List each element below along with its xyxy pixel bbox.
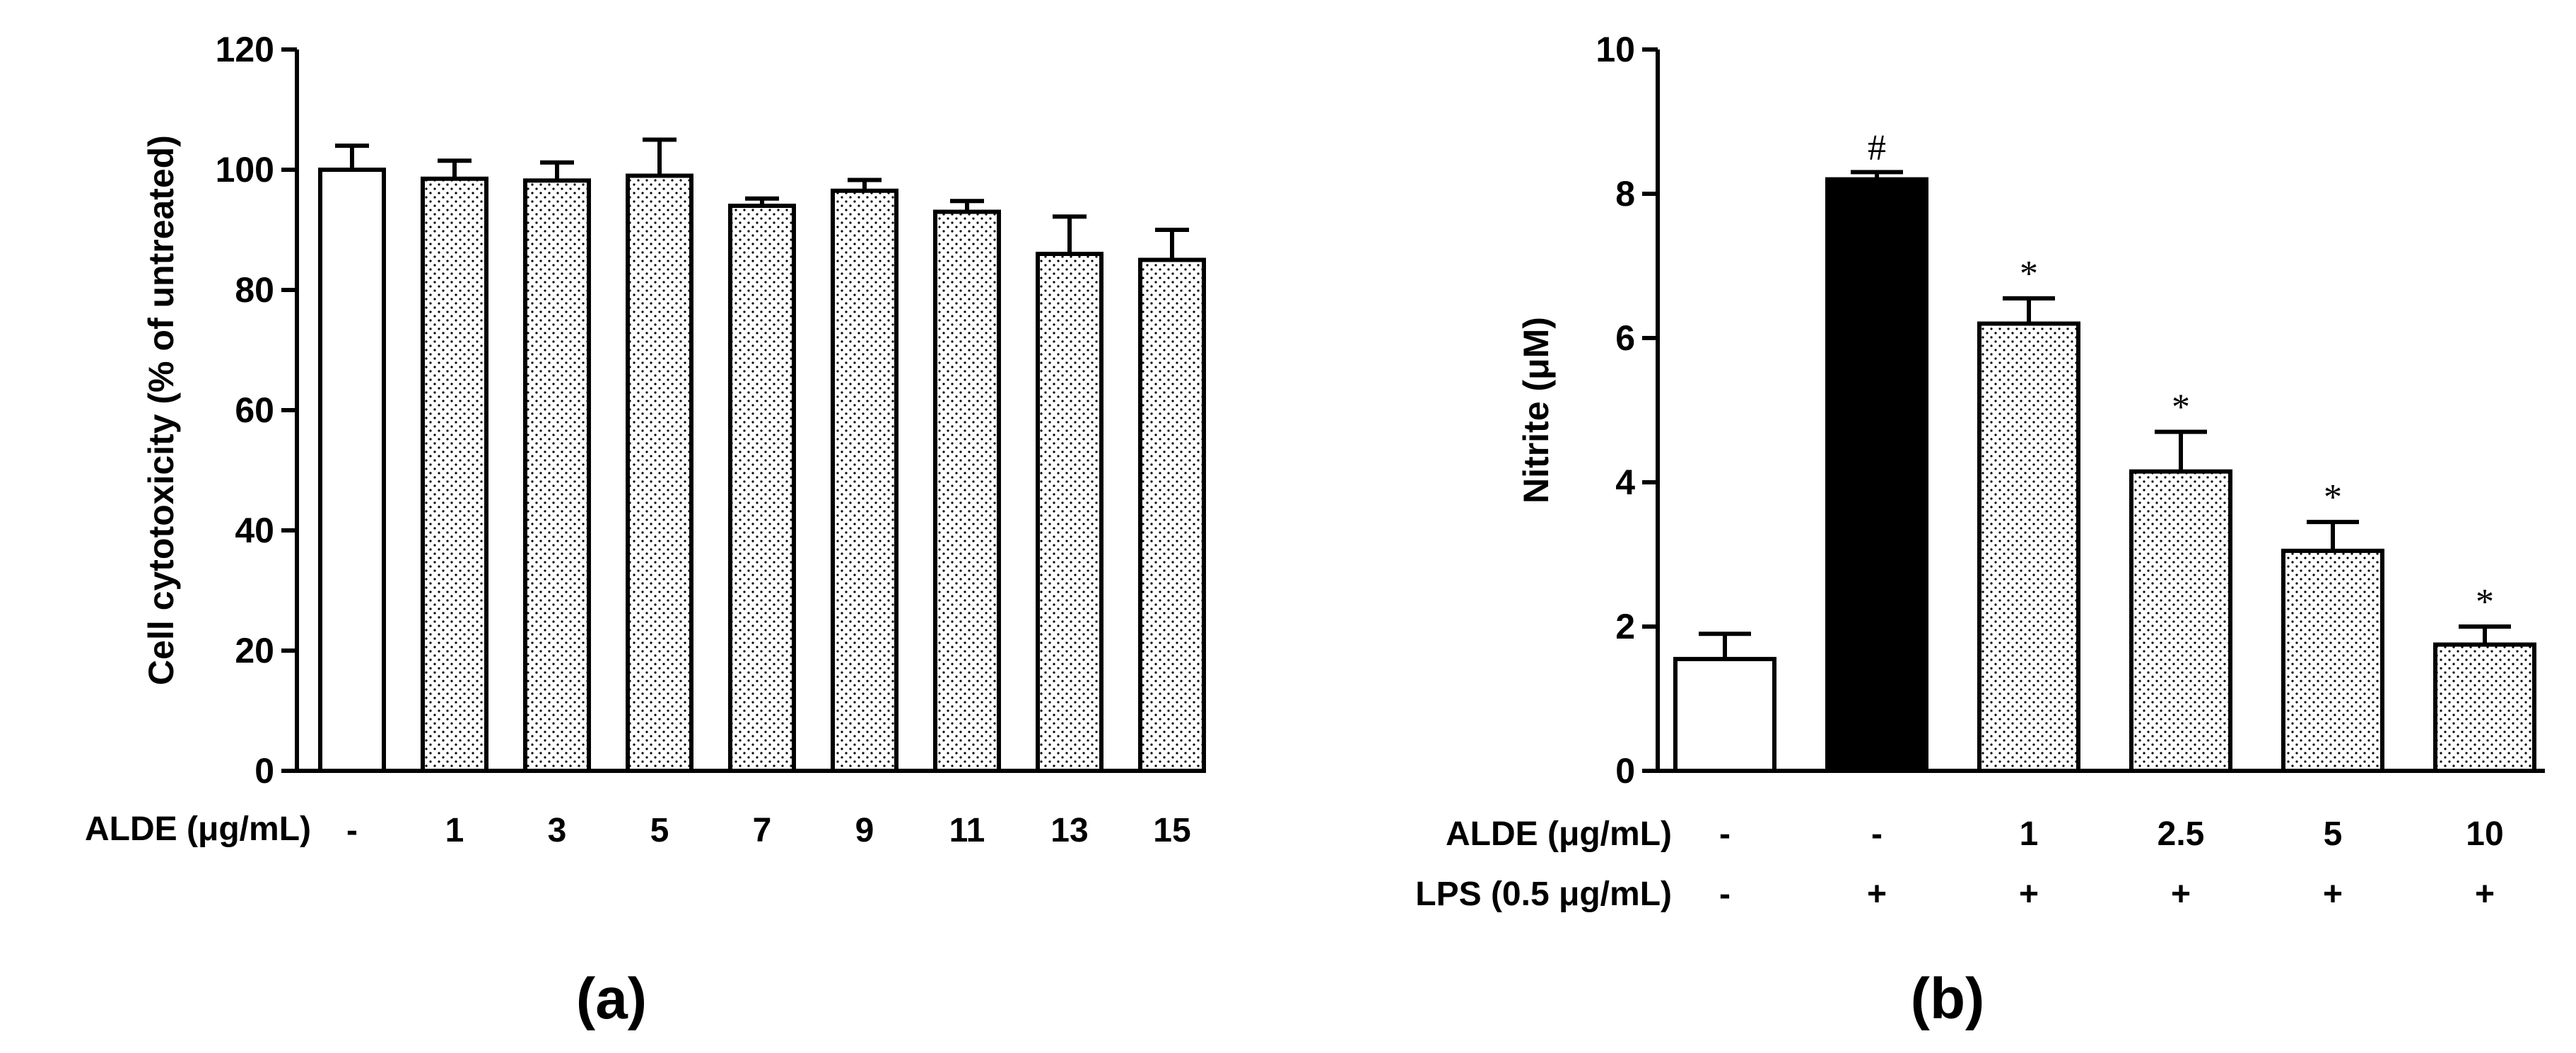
panel-b-bar (1673, 656, 1776, 774)
panel-a-bar (728, 204, 796, 773)
panel-a-x-tick-label: 5 (650, 812, 669, 849)
panel-a-bar (421, 176, 488, 773)
panel-a-bar (831, 188, 898, 773)
panel-b-x-tick-label: 10 (2466, 815, 2503, 853)
panel-b-row-label-alde: ALDE (μg/mL) (1446, 815, 1672, 853)
panel-b-significance-mark: # (1868, 127, 1886, 168)
panel-b-lps-label: + (2475, 875, 2495, 913)
panel-b-y-axis-label: Nitrite (μM) (1516, 317, 1556, 504)
panel-a-y-tick-label: 120 (216, 30, 274, 69)
panel-a-label: (a) (576, 967, 647, 1031)
panel-a-y-ticks: 0 20 40 60 80 100 120 (216, 30, 297, 791)
panel-a-x-tick-label: 7 (753, 812, 772, 849)
panel-b-y-tick-label: 10 (1596, 30, 1635, 69)
panel-b-bar (1977, 321, 2080, 774)
panel-b-bar (2281, 548, 2384, 774)
panel-a-x-tick-label: 13 (1050, 812, 1088, 849)
panel-b-y-tick-label: 8 (1615, 174, 1635, 214)
panel-a-x-tick-label: - (346, 812, 358, 849)
panel-a-y-tick-label: 60 (235, 390, 274, 430)
panel-a-x-tick-label: 1 (445, 812, 464, 849)
panel-b-y-tick-label: 4 (1615, 462, 1635, 502)
panel-b-bar (2129, 469, 2232, 773)
panel-a-y-tick-label: 20 (235, 631, 274, 670)
panel-b-bar (1825, 177, 1928, 774)
panel-b-x-tick-label: 1 (2020, 815, 2039, 853)
panel-b-bars (1673, 177, 2536, 774)
panel-a-y-tick-label: 100 (216, 150, 274, 190)
panel-b-lps-label: - (1719, 875, 1731, 913)
panel-b-significance-mark: * (2172, 388, 2190, 428)
panel-a-y-tick-label: 80 (235, 270, 274, 310)
panel-b-x-ticks: - - - +1 +2.5 +5 +10 + (1719, 815, 2504, 913)
panel-a-y-tick-label: 40 (235, 511, 274, 550)
panel-b-lps-label: + (2323, 875, 2343, 913)
panel-a: 0 20 40 60 80 100 120 Cell cytotoxicity (% of … (85, 30, 1206, 1031)
panel-a-x-tick-label: 15 (1153, 812, 1190, 849)
panel-b-x-tick-label: - (1719, 815, 1731, 853)
panel-b-bar (2433, 642, 2536, 773)
panel-b-x-tick-label: 2.5 (2158, 815, 2205, 853)
panel-b-x-tick-label: - (1871, 815, 1883, 853)
panel-a-x-tick-label: 9 (855, 812, 874, 849)
panel-a-bar (626, 173, 693, 773)
panel-a-x-ticks: -1 3 5 7 9 11 13 15 (346, 812, 1191, 849)
panel-a-x-tick-label: 3 (548, 812, 567, 849)
panel-b-y-tick-label: 0 (1615, 751, 1635, 791)
panel-b-row-label-lps: LPS (0.5 μg/mL) (1415, 875, 1672, 913)
panel-b-annotations: # * * * * (1868, 127, 2494, 622)
panel-b-label: (b) (1911, 967, 1985, 1031)
panel-b-errorbars (1699, 170, 2511, 659)
panel-a-bar (933, 209, 1001, 773)
panel-a-bar (318, 168, 386, 773)
panel-a-row-label: ALDE (μg/mL) (85, 810, 311, 848)
panel-b-lps-label: + (1867, 875, 1887, 913)
panel-b-lps-label: + (2019, 875, 2039, 913)
panel-b-significance-mark: * (2020, 254, 2038, 294)
panel-b-x-tick-label: 5 (2324, 815, 2343, 853)
panel-b-lps-label: + (2171, 875, 2191, 913)
panel-b-significance-mark: * (2324, 477, 2342, 518)
panel-a-bar (1138, 257, 1206, 773)
panel-b-y-tick-label: 6 (1615, 318, 1635, 358)
panel-b-y-ticks: 0 2 4 6 8 10 (1596, 30, 1658, 791)
panel-a-x-tick-label: 11 (949, 812, 985, 849)
panel-b-y-tick-label: 2 (1615, 607, 1635, 646)
panel-a-bar (1036, 252, 1103, 773)
panel-a-bar (523, 178, 591, 774)
panel-a-y-axis-label: Cell cytotoxicity (% of untreated) (141, 135, 181, 685)
panel-a-errorbars (335, 137, 1189, 260)
panel-a-bars (318, 168, 1206, 774)
panel-b-significance-mark: * (2476, 582, 2494, 622)
panel-a-y-tick-label: 0 (254, 751, 274, 791)
